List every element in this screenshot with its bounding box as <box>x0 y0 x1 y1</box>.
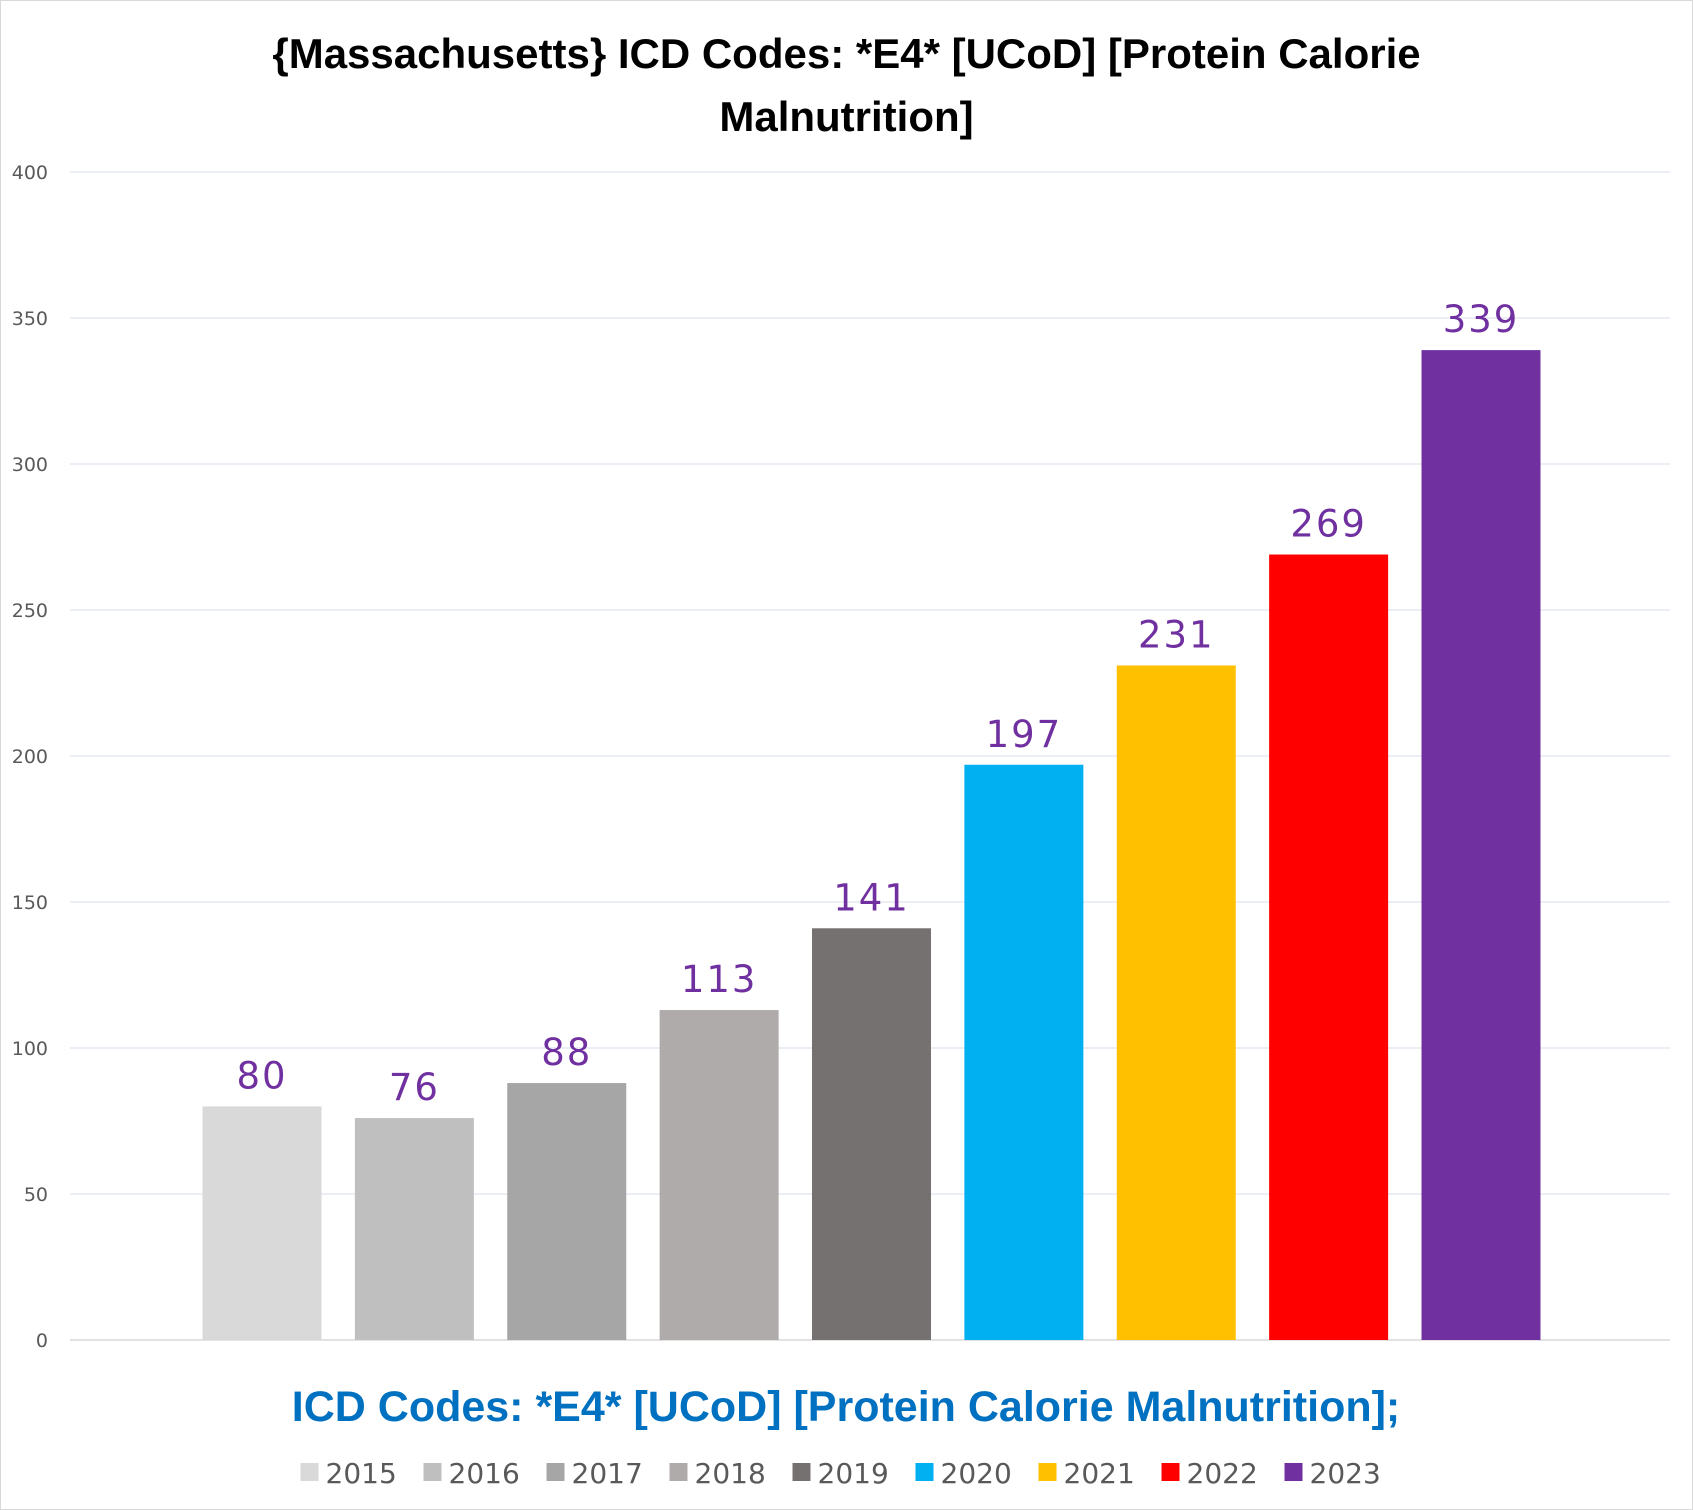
legend-label-2016: 2016 <box>449 1457 520 1490</box>
y-tick-label: 300 <box>12 454 48 476</box>
value-label-2018: 113 <box>681 958 758 1001</box>
legend-label-2015: 2015 <box>326 1457 397 1490</box>
value-label-2022: 269 <box>1290 503 1367 546</box>
y-tick-label: 50 <box>24 1184 48 1206</box>
y-tick-label: 350 <box>12 308 48 330</box>
legend-label-2019: 2019 <box>818 1457 889 1490</box>
bar-2019 <box>812 928 931 1340</box>
value-label-2023: 339 <box>1443 298 1520 341</box>
y-tick-label: 250 <box>12 600 48 622</box>
value-label-2019: 141 <box>833 876 910 919</box>
legend-label-2017: 2017 <box>572 1457 643 1490</box>
legend-swatch-2015 <box>300 1463 319 1481</box>
y-tick-label: 0 <box>36 1330 48 1352</box>
y-tick-label: 400 <box>12 162 48 184</box>
bar-2017 <box>507 1083 627 1340</box>
y-tick-label: 150 <box>12 892 48 914</box>
bar-2022 <box>1269 554 1389 1340</box>
legend-label-2020: 2020 <box>941 1457 1012 1490</box>
chart-title: {Massachusetts} ICD Codes: *E4* [UCoD] [… <box>272 30 1421 140</box>
legend-swatch-2017 <box>546 1463 565 1481</box>
legend-swatch-2018 <box>669 1463 688 1481</box>
legend-swatch-2021 <box>1038 1463 1057 1481</box>
legend-swatch-2023 <box>1284 1463 1303 1481</box>
legend-swatch-2019 <box>792 1463 811 1481</box>
bar-2018 <box>659 1010 779 1340</box>
value-label-2015: 80 <box>236 1054 287 1097</box>
legend-swatch-2022 <box>1161 1463 1180 1481</box>
bar-2021 <box>1116 665 1236 1340</box>
legend-label-2023: 2023 <box>1310 1457 1381 1490</box>
legend-swatch-2016 <box>423 1463 442 1481</box>
legend-label-2018: 2018 <box>695 1457 766 1490</box>
bar-2016 <box>354 1118 474 1340</box>
x-axis-title: ICD Codes: *E4* [UCoD] [Protein Calorie … <box>292 1383 1400 1431</box>
bar-2015 <box>202 1106 322 1340</box>
y-tick-label: 200 <box>12 746 48 768</box>
bar-2023 <box>1421 350 1541 1340</box>
bar-2020 <box>964 764 1084 1340</box>
legend-swatch-2020 <box>915 1463 934 1481</box>
value-label-2020: 197 <box>986 713 1063 756</box>
legend-label-2022: 2022 <box>1187 1457 1258 1490</box>
value-label-2016: 76 <box>389 1066 440 1109</box>
value-label-2017: 88 <box>541 1031 592 1074</box>
value-label-2021: 231 <box>1138 613 1215 656</box>
y-tick-label: 100 <box>12 1038 48 1060</box>
legend-label-2021: 2021 <box>1064 1457 1135 1490</box>
